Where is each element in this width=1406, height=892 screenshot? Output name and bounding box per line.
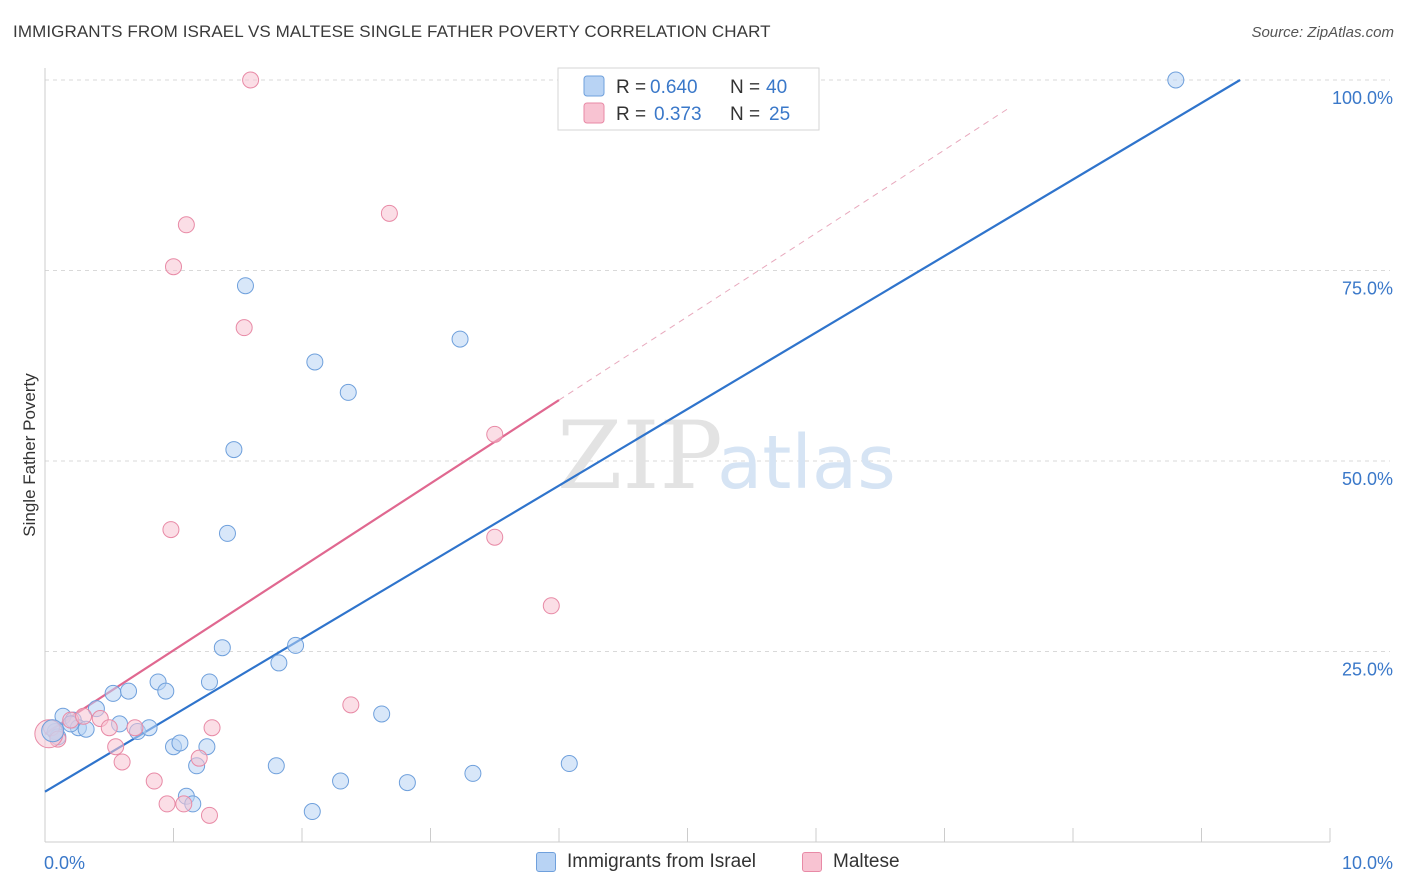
point-maltese-16 (201, 807, 217, 823)
legend-swatch-maltese-bottom (802, 852, 822, 872)
point-israel-26 (288, 637, 304, 653)
point-israel-20 (214, 640, 230, 656)
y-tick-label-100: 100.0% (1332, 88, 1393, 108)
point-israel-14 (172, 735, 188, 751)
point-maltese-14 (176, 796, 192, 812)
y-axis-label: Single Father Poverty (20, 373, 39, 537)
legend-r-label-israel: R = (616, 77, 646, 98)
scatter-chart: 25.0%50.0%75.0%100.0%0.0% 10.0% ZIP atlas… (0, 0, 1406, 892)
legend-correlation: R = 0.640 N = 40 R = 0.373 N = 25 (558, 68, 819, 130)
point-israel-12 (158, 683, 174, 699)
legend-label-israel: Immigrants from Israel (567, 851, 756, 873)
point-israel-25 (271, 655, 287, 671)
point-maltese-7 (114, 754, 130, 770)
legend-swatch-maltese (584, 103, 604, 123)
legend-r-label-maltese: R = (616, 104, 646, 125)
point-israel-23 (237, 278, 253, 294)
point-maltese-19 (243, 72, 259, 88)
point-israel-19 (201, 674, 217, 690)
point-maltese-5 (101, 720, 117, 736)
legend-r-value-maltese: 0.373 (654, 104, 702, 125)
point-maltese-15 (191, 750, 207, 766)
point-maltese-21 (381, 205, 397, 221)
point-israel-21 (219, 525, 235, 541)
point-maltese-13 (178, 217, 194, 233)
point-maltese-20 (343, 697, 359, 713)
point-maltese-23 (487, 426, 503, 442)
point-maltese-8 (127, 720, 143, 736)
y-tick-label-25: 25.0% (1342, 660, 1393, 680)
point-israel-33 (452, 331, 468, 347)
point-maltese-9 (146, 773, 162, 789)
point-israel-cluster (42, 720, 64, 742)
legend-swatch-israel-bottom (536, 852, 556, 872)
point-israel-24 (268, 758, 284, 774)
watermark-atlas: atlas (717, 420, 896, 506)
point-maltese-11 (163, 522, 179, 538)
legend-series: Immigrants from Israel Maltese (0, 851, 1406, 879)
legend-n-value-israel: 40 (766, 77, 787, 98)
point-maltese-17 (204, 720, 220, 736)
point-israel-28 (307, 354, 323, 370)
grid-lines (45, 80, 1390, 652)
point-maltese-3 (76, 708, 92, 724)
point-maltese-12 (166, 259, 182, 275)
legend-n-value-maltese: 25 (769, 104, 790, 125)
point-israel-31 (374, 706, 390, 722)
point-israel-30 (340, 384, 356, 400)
point-maltese-22 (487, 529, 503, 545)
point-israel-10 (141, 720, 157, 736)
point-israel-29 (333, 773, 349, 789)
legend-label-maltese: Maltese (833, 851, 900, 873)
point-israel-35 (561, 756, 577, 772)
point-israel-37 (1168, 72, 1184, 88)
point-israel-22 (226, 442, 242, 458)
legend-n-label-israel: N = (730, 77, 760, 98)
point-maltese-6 (108, 739, 124, 755)
trend-line-maltese (45, 400, 559, 734)
y-tick-label-75: 75.0% (1342, 279, 1393, 299)
trend-lines (45, 80, 1240, 792)
point-israel-27 (304, 804, 320, 820)
point-israel-34 (465, 765, 481, 781)
point-maltese-18 (236, 320, 252, 336)
y-tick-label-50: 50.0% (1342, 469, 1393, 489)
legend-n-label-maltese: N = (730, 104, 760, 125)
trend-line-maltese-extension (559, 108, 1009, 400)
point-israel-6 (105, 685, 121, 701)
point-maltese-24 (543, 598, 559, 614)
trend-line-israel (45, 80, 1240, 792)
watermark-zip: ZIP (557, 402, 723, 511)
legend-r-value-israel: 0.640 (650, 77, 698, 98)
point-israel-32 (399, 775, 415, 791)
legend-item-israel[interactable]: Immigrants from Israel (536, 851, 756, 873)
legend-swatch-israel (584, 76, 604, 96)
point-israel-7 (121, 683, 137, 699)
point-maltese-10 (159, 796, 175, 812)
legend-item-maltese[interactable]: Maltese (802, 851, 900, 873)
